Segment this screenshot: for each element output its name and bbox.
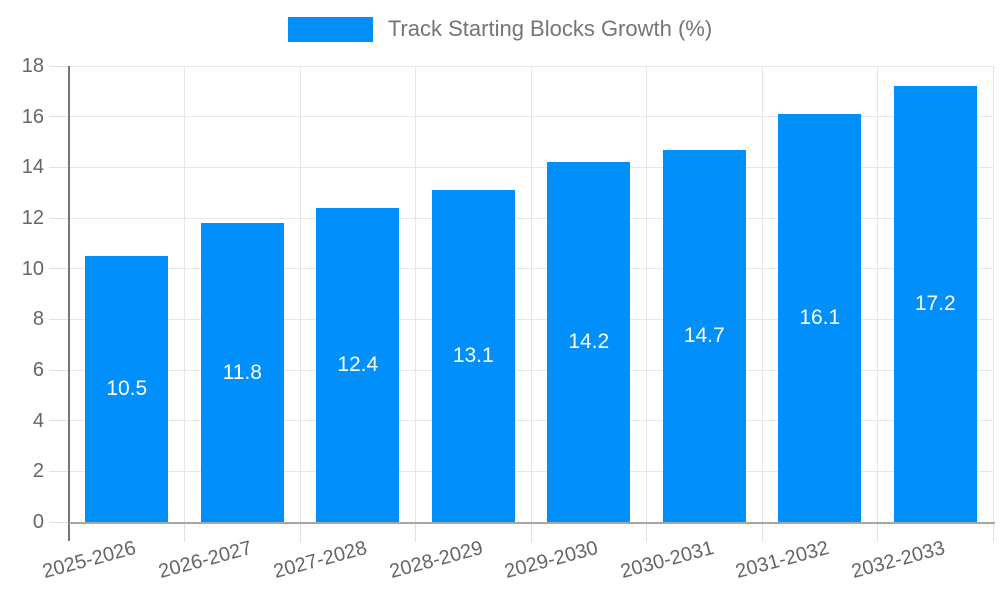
x-axis-tick: [646, 522, 647, 542]
x-tick-label: 2029-2030: [502, 537, 601, 584]
x-axis-line: [69, 522, 995, 524]
x-grid-line: [530, 66, 532, 522]
bar-value-label: 16.1: [799, 306, 841, 330]
bar[interactable]: [547, 162, 631, 522]
x-grid-line: [184, 66, 185, 522]
x-tick-label: 2028-2029: [386, 537, 485, 584]
y-axis-tick: [49, 166, 69, 168]
x-axis-tick: [299, 522, 301, 542]
y-axis-tick: [49, 521, 69, 523]
x-axis-tick: [761, 522, 763, 542]
x-grid-line: [415, 66, 416, 522]
bar-value-label: 10.5: [106, 377, 148, 400]
y-tick-label: 16: [21, 105, 44, 128]
legend-item[interactable]: Track Starting Blocks Growth (%): [287, 16, 713, 42]
legend-swatch-icon: [287, 16, 373, 42]
x-tick-label: 2032-2033: [848, 537, 947, 584]
bar[interactable]: [316, 207, 400, 522]
x-grid-line: [992, 66, 994, 522]
y-axis-tick: [49, 268, 69, 270]
x-grid-line: [299, 66, 301, 522]
x-tick-label: 2031-2032: [733, 537, 832, 584]
x-grid-line: [761, 66, 763, 522]
y-tick-label: 0: [32, 511, 44, 533]
bar[interactable]: [85, 256, 169, 522]
y-tick-label: 18: [21, 55, 44, 77]
bar[interactable]: [200, 223, 284, 522]
x-tick-label: 2027-2028: [271, 537, 370, 584]
y-axis-tick: [49, 369, 69, 371]
x-axis-tick: [415, 522, 416, 542]
bar[interactable]: [893, 86, 977, 522]
legend-series-label: Track Starting Blocks Growth (%): [387, 16, 713, 41]
x-tick-label: 2026-2027: [155, 537, 254, 584]
y-axis-tick: [49, 420, 69, 422]
y-axis-tick: [49, 318, 69, 320]
y-tick-label: 6: [32, 359, 44, 381]
x-grid-line: [877, 66, 878, 522]
bar-value-label: 14.7: [683, 323, 725, 347]
x-axis-tick: [992, 522, 994, 542]
bar[interactable]: [431, 190, 515, 522]
bar-value-label: 14.2: [568, 330, 610, 354]
y-axis-line: [68, 66, 70, 541]
x-axis-tick: [184, 522, 185, 542]
x-tick-label: 2025-2026: [40, 537, 139, 584]
y-tick-label: 14: [21, 156, 44, 179]
x-tick-label: 2030-2031: [617, 537, 716, 584]
y-tick-label: 4: [32, 409, 44, 432]
y-axis-tick: [49, 470, 69, 472]
x-axis-tick: [877, 522, 878, 542]
y-tick-label: 12: [21, 207, 44, 229]
bar[interactable]: [778, 114, 862, 522]
y-axis-tick: [49, 217, 69, 219]
y-axis-tick: [49, 65, 69, 67]
bar-value-label: 17.2: [914, 292, 956, 316]
x-axis-tick: [530, 522, 532, 542]
x-grid-line: [646, 66, 647, 522]
y-tick-label: 10: [21, 257, 44, 280]
bar-value-label: 12.4: [337, 352, 379, 376]
y-tick-label: 8: [32, 308, 44, 331]
bar-value-label: 11.8: [222, 360, 262, 384]
y-tick-label: 2: [32, 460, 44, 483]
bar-value-label: 13.1: [452, 344, 494, 368]
y-axis-tick: [49, 116, 69, 118]
chart-legend: Track Starting Blocks Growth (%): [0, 16, 1000, 42]
bar[interactable]: [662, 149, 746, 522]
